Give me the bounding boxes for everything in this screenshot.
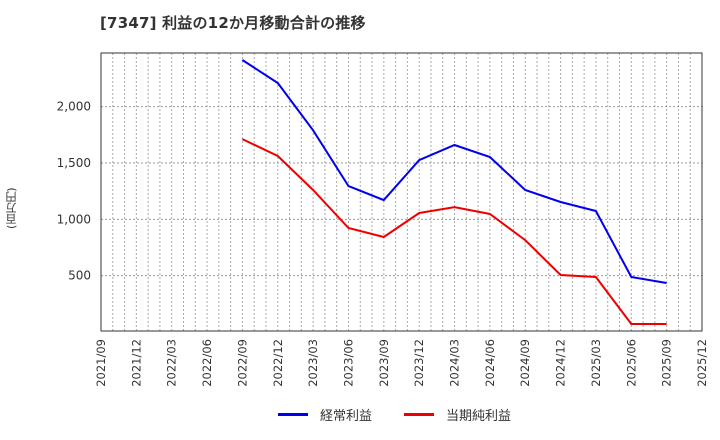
y-tick-label: 2,000 [57,100,91,114]
x-tick-label: 2023/09 [377,339,391,387]
legend-item-net-income: 当期純利益 [404,405,511,424]
x-tick-label: 2022/09 [235,339,249,387]
grid-lines [101,53,702,331]
legend-swatch-red [404,413,435,416]
x-tick-label: 2024/09 [518,339,532,387]
x-tick-label: 2021/09 [94,339,108,387]
x-tick-label: 2022/03 [165,339,179,387]
x-tick-label: 2022/12 [271,339,285,387]
x-tick-label: 2022/06 [200,339,214,387]
series-line [241,138,667,325]
x-tick-label: 2024/06 [483,339,497,387]
x-tick-label: 2025/09 [660,339,674,387]
legend: 経常利益 当期純利益 [278,405,543,424]
series-line [241,59,667,284]
x-tick-label: 2025/12 [695,339,709,387]
x-tick-label: 2025/06 [624,339,638,387]
x-tick-label: 2023/06 [341,339,355,387]
chart-title: [7347] 利益の12か月移動合計の推移 [100,14,366,32]
x-tick-label: 2021/12 [129,339,143,387]
plot-area [100,52,703,332]
y-tick-label: 1,500 [57,156,91,170]
data-series [241,59,667,325]
x-tick-label: 2024/12 [554,339,568,387]
x-tick-label: 2023/03 [306,339,320,387]
x-tick-label: 2024/03 [448,339,462,387]
y-tick-label: 500 [68,269,91,283]
legend-swatch-blue [278,413,308,416]
legend-item-ordinary-profit: 経常利益 [278,405,372,424]
y-tick-label: 1,000 [57,212,91,226]
x-tick-label: 2025/03 [589,339,603,387]
legend-label: 経常利益 [320,409,373,424]
y-axis-ticks: 500 1,000 1,500 2,000 [57,100,91,283]
x-tick-label: 2023/12 [412,339,426,387]
legend-label: 当期純利益 [446,409,512,424]
x-axis-ticks: 2021/09 2021/12 2022/03 2022/06 2022/09 2022/… [94,339,709,387]
